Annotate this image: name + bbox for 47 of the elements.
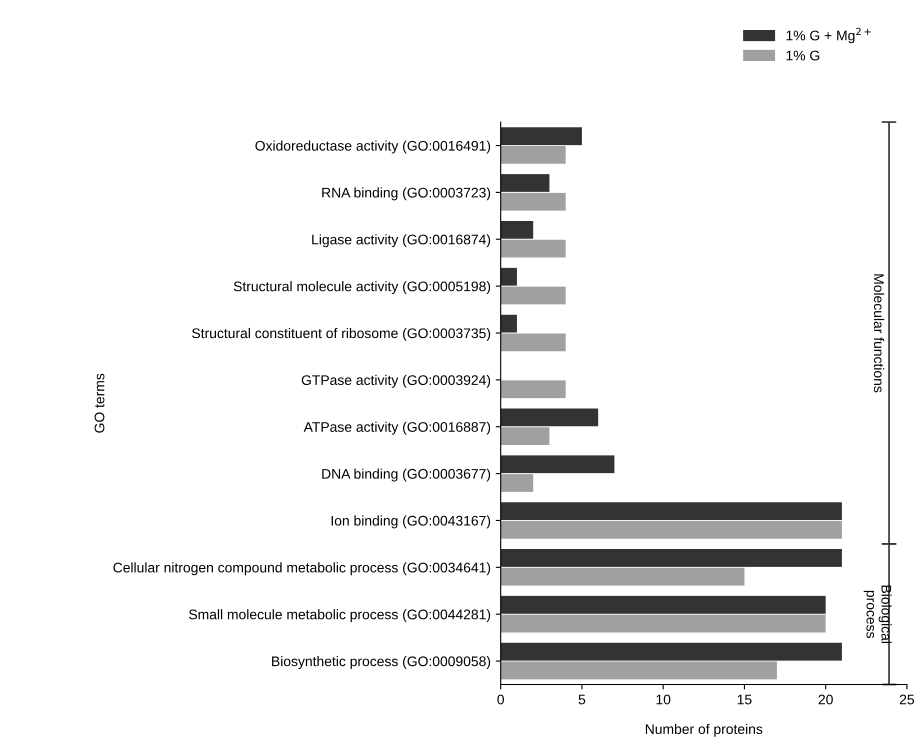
y-tick-label: Ion binding (GO:0043167) bbox=[332, 515, 490, 528]
bar bbox=[500, 455, 614, 474]
x-tick-label: 10 bbox=[656, 694, 670, 704]
y-tick-label: Structural molecule activity (GO:0005198) bbox=[234, 281, 490, 294]
legend-label: 1% G + Mg$^{2+}$ bbox=[786, 28, 871, 44]
annotation: Biological process bbox=[864, 586, 892, 643]
bar bbox=[500, 502, 842, 520]
x-tick-label: 5 bbox=[578, 694, 586, 704]
bar bbox=[500, 174, 550, 192]
bar bbox=[500, 240, 566, 258]
bar bbox=[500, 408, 598, 426]
bar bbox=[500, 614, 826, 632]
y-axis-title: GO terms bbox=[94, 374, 104, 433]
bar bbox=[500, 596, 826, 614]
x-tick-label: 25 bbox=[900, 694, 914, 704]
bar bbox=[500, 314, 517, 333]
annotation: Molecular functions bbox=[874, 274, 884, 392]
bar bbox=[500, 380, 566, 398]
y-tick-label: Biosynthetic process (GO:0009058) bbox=[272, 656, 490, 669]
bar bbox=[500, 220, 534, 239]
bar bbox=[500, 333, 566, 352]
bar bbox=[500, 192, 566, 211]
bar bbox=[500, 520, 842, 539]
x-axis-title: Number of proteins bbox=[646, 724, 762, 737]
bar bbox=[500, 474, 534, 492]
y-tick-label: DNA binding (GO:0003677) bbox=[322, 468, 490, 482]
y-tick-label: Ligase activity (GO:0016874) bbox=[312, 234, 490, 248]
bar bbox=[500, 146, 566, 164]
y-tick-label: Oxidoreductase activity (GO:0016491) bbox=[255, 140, 490, 154]
bar bbox=[500, 127, 582, 146]
y-tick-label: Cellular nitrogen compound metabolic process (GO:0034641) bbox=[113, 562, 490, 576]
bar bbox=[500, 568, 744, 586]
y-tick-label: ATPase activity (GO:0016887) bbox=[304, 422, 490, 435]
y-tick-label: Small molecule metabolic process (GO:0044281) bbox=[189, 609, 490, 622]
y-tick-label: RNA binding (GO:0003723) bbox=[322, 187, 490, 200]
y-tick-label: GTPase activity (GO:0003924) bbox=[302, 374, 490, 388]
x-tick-label: 20 bbox=[818, 694, 833, 704]
bar bbox=[500, 662, 777, 680]
legend-label: 1% G bbox=[786, 50, 820, 60]
bar bbox=[500, 549, 842, 567]
bar bbox=[500, 286, 566, 304]
x-tick-label: 0 bbox=[497, 694, 504, 704]
bar bbox=[500, 268, 517, 286]
x-tick-label: 15 bbox=[738, 694, 752, 704]
bar bbox=[500, 642, 842, 661]
y-tick-label: Structural constituent of ribosome (GO:0003735) bbox=[192, 328, 490, 341]
bar bbox=[500, 427, 550, 446]
